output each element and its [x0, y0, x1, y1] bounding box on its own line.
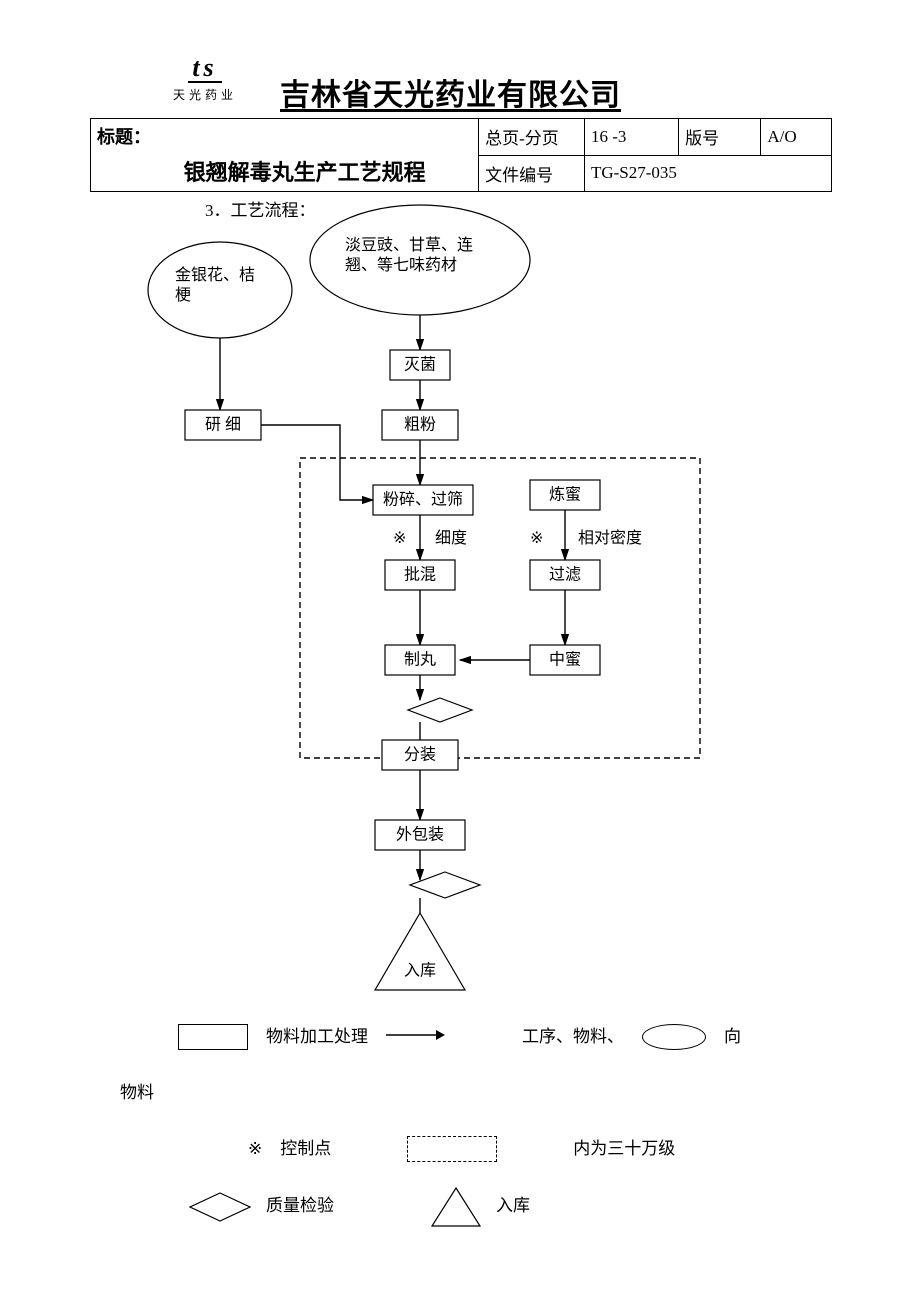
title-block-table: 标题： 银翘解毒丸生产工艺规程 总页-分页 16 -3 版号 A/O 文件编号 … [90, 118, 832, 192]
version-value: A/O [761, 119, 832, 156]
ann-xdmd: 相对密度 [578, 529, 642, 547]
document-page: ts 天光药业 吉林省天光药业有限公司 标题： 银翘解毒丸生产工艺规程 总页-分… [0, 0, 920, 1302]
company-name: 吉林省天光药业有限公司 [280, 70, 621, 114]
node-fenzhuang-text: 分装 [404, 746, 436, 764]
title-label: 标题： [97, 123, 472, 149]
logo-mark: ts [188, 55, 221, 83]
node-cufen-text: 粗粉 [404, 416, 436, 434]
qc-diamond-1 [408, 698, 472, 722]
legend-row-1: 物料加工处理 工序、物料、 向 [120, 1015, 820, 1059]
node-waibao-text: 外包装 [396, 826, 444, 844]
legend-diamond-label: 质量检验 [266, 1184, 334, 1228]
flowchart: .box { fill:#fff; stroke:#000; stroke-wi… [100, 200, 820, 1000]
legend-row-3: ※ 控制点 内为三十万级 [120, 1127, 820, 1171]
legend-arrow-label: 工序、物料、 [522, 1015, 624, 1059]
node-guolv-text: 过滤 [549, 566, 581, 584]
node-ruku-text: 入库 [404, 962, 436, 980]
ann-xidu: 细度 [435, 529, 467, 547]
docno-value: TG-S27-035 [584, 155, 831, 192]
legend-diamond-icon [188, 1191, 248, 1221]
company-logo: ts 天光药业 [160, 55, 250, 103]
legend-dashrect-label: 内为三十万级 [573, 1127, 675, 1171]
legend-arrow-icon [386, 1015, 446, 1059]
node-pihun-text: 批混 [404, 566, 436, 584]
node-zhongmi-text: 中蜜 [549, 650, 581, 669]
page-label: 总页-分页 [479, 119, 585, 156]
legend-row-4: 质量检验 入库 [120, 1184, 820, 1228]
legend-wuliao: 物料 [120, 1071, 154, 1115]
legend-ellipse-label: 向 [724, 1015, 741, 1059]
legend: 物料加工处理 工序、物料、 向 物料 ※ 控制点 内为三十万级 质 [120, 1015, 820, 1240]
legend-rect-icon [178, 1024, 248, 1050]
legend-triangle-icon [430, 1186, 478, 1226]
node-lianmi-text: 炼蜜 [549, 485, 581, 504]
node-zhiwan-text: 制丸 [404, 651, 436, 669]
node-fensui-text: 粉碎、过筛 [383, 490, 463, 509]
node-input-left [148, 242, 292, 338]
title-subtitle: 银翘解毒丸生产工艺规程 [97, 155, 472, 187]
version-label: 版号 [679, 119, 761, 156]
legend-triangle-label: 入库 [496, 1184, 530, 1228]
legend-mark-icon: ※ [248, 1127, 262, 1171]
legend-ellipse-icon [642, 1024, 706, 1050]
legend-dashrect-icon [407, 1136, 497, 1162]
page-value: 16 -3 [584, 119, 678, 156]
legend-rect-label: 物料加工处理 [266, 1015, 368, 1059]
docno-label: 文件编号 [479, 155, 585, 192]
mark-xidu: ※ [393, 530, 406, 547]
logo-brand: 天光药业 [160, 86, 250, 103]
mark-xdmd: ※ [530, 530, 543, 547]
node-yanxi-text: 研 细 [205, 416, 241, 434]
legend-row-2: 物料 [120, 1071, 820, 1115]
cleanroom-boundary [300, 458, 700, 758]
legend-mark-label: 控制点 [280, 1127, 331, 1171]
node-miejun-text: 灭菌 [404, 356, 436, 374]
